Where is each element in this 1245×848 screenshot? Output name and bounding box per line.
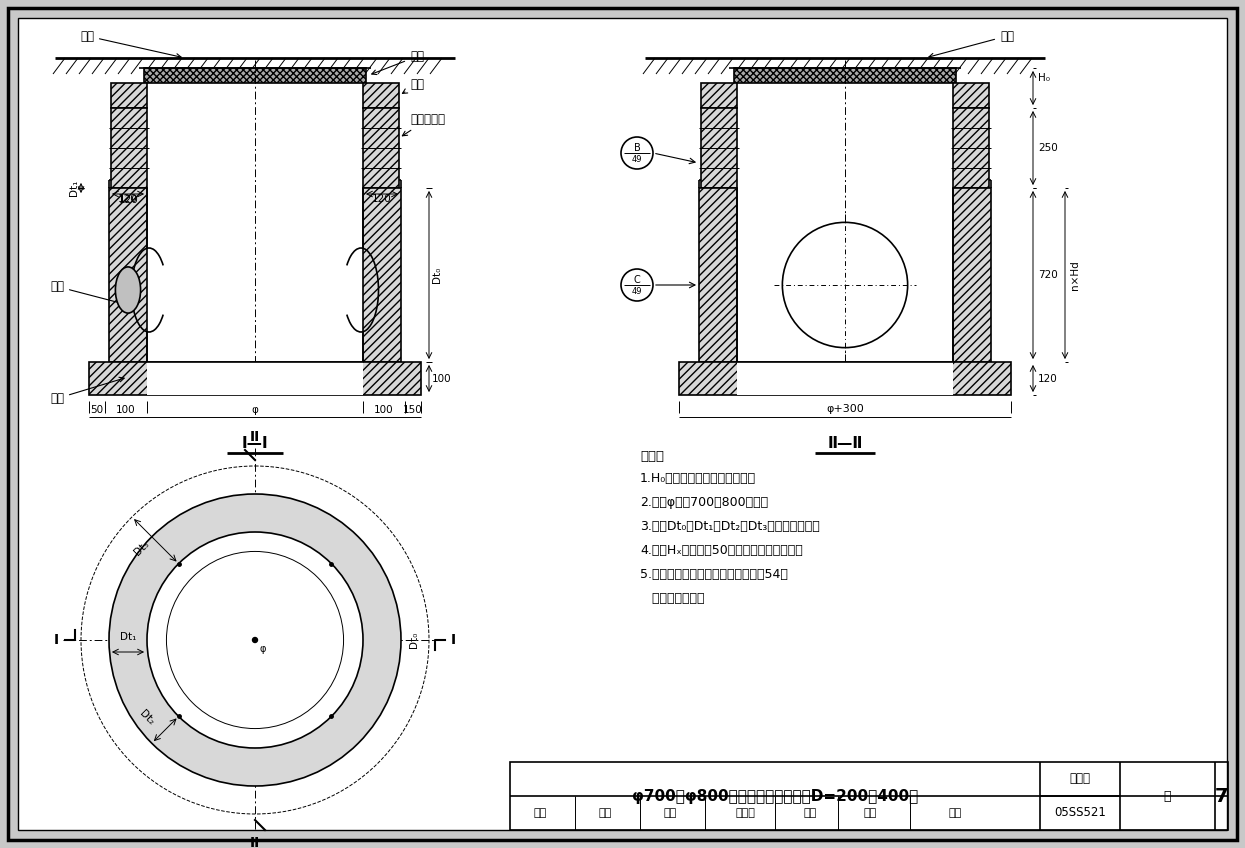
Text: 校对: 校对 [664,808,676,818]
Bar [952,188,991,362]
Bar [952,83,989,108]
Text: Dt₁: Dt₁ [120,632,136,642]
Text: 49: 49 [631,287,642,295]
Text: H₀: H₀ [1038,73,1050,83]
Ellipse shape [116,267,141,313]
Text: 120: 120 [372,194,392,204]
Text: 100: 100 [116,405,136,415]
Text: 设计: 设计 [803,808,817,818]
Text: 井室: 井室 [50,280,124,305]
Text: Ⅰ—Ⅰ: Ⅰ—Ⅰ [242,436,269,450]
Text: 100: 100 [432,373,452,383]
Bar [364,188,401,362]
Bar [88,362,421,395]
Text: 5.预制构件均设置起吸环，位置见第54页: 5.预制构件均设置起吸环，位置见第54页 [640,568,788,581]
Circle shape [147,532,364,748]
Text: 2.图中φ値为700、800两种。: 2.图中φ値为700、800两种。 [640,496,768,509]
Text: B: B [634,143,640,153]
Text: 审核: 审核 [533,808,547,818]
Bar [364,83,398,108]
Bar [679,362,1011,395]
Bar [111,83,147,108]
Text: 阵矩: 阵矩 [949,808,961,818]
Text: 100: 100 [375,405,393,415]
Circle shape [621,137,652,169]
Text: 陈辉: 陈辉 [863,808,876,818]
Text: 150: 150 [403,405,423,415]
Text: 地面: 地面 [929,30,1013,58]
Text: Ⅱ—Ⅱ: Ⅱ—Ⅱ [828,436,863,450]
Bar [110,188,147,362]
Text: 井筒调节块: 井筒调节块 [402,113,444,136]
Text: 7: 7 [1215,786,1229,806]
Text: φ+300: φ+300 [827,404,864,414]
Text: φ: φ [259,644,265,654]
Text: 李林里: 李林里 [735,808,754,818]
Circle shape [782,222,908,348]
Text: 3.图中Dt₀、Dt₁、Dt₂、Dt₃为预留孔孔径。: 3.图中Dt₀、Dt₁、Dt₂、Dt₃为预留孔孔径。 [640,520,819,533]
Text: n×Hd: n×Hd [1069,260,1079,290]
Text: Dt₂: Dt₂ [138,709,157,727]
Text: 萧岩: 萧岩 [599,808,611,818]
Bar [735,68,956,83]
Text: 120: 120 [120,195,139,205]
Text: I: I [451,633,456,647]
Bar [147,188,364,362]
Bar [144,68,366,83]
Text: 49: 49 [631,154,642,164]
Bar [701,108,737,188]
Text: 1.H₀根据设计选用的井盖确定。: 1.H₀根据设计选用的井盖确定。 [640,472,756,485]
Text: 图集号: 图集号 [1069,773,1091,785]
Circle shape [621,269,652,301]
Text: φ: φ [251,405,259,415]
Bar [111,108,147,188]
Bar [701,83,737,108]
Text: 说明：: 说明： [640,450,664,463]
Bar [510,762,1228,830]
Bar [364,108,398,188]
Text: 720: 720 [1038,270,1058,280]
Text: Dt₃: Dt₃ [132,539,151,558]
Text: 井圈: 井圈 [402,78,425,93]
Text: Dt₀: Dt₀ [432,267,442,283]
Circle shape [253,638,258,643]
Circle shape [81,466,430,814]
Bar [147,362,364,395]
Text: II: II [250,430,260,444]
Text: 120: 120 [1038,373,1058,383]
Text: 120: 120 [118,194,138,204]
Text: 05SS521: 05SS521 [1055,806,1106,819]
Text: Dt₀: Dt₀ [410,632,420,648]
Text: 页: 页 [1164,789,1172,802]
Text: Dt₁: Dt₁ [68,180,78,196]
Text: 底板: 底板 [50,377,124,405]
Text: φ700、φ800圆形检查井装配图（D=200～400）: φ700、φ800圆形检查井装配图（D=200～400） [632,789,918,804]
Bar [698,188,737,362]
Text: 井盖: 井盖 [372,50,425,75]
Bar [737,362,952,395]
Text: 地面: 地面 [80,30,181,59]
Circle shape [110,494,401,786]
Text: 50: 50 [91,405,103,415]
Text: I: I [54,633,59,647]
Text: C: C [634,275,640,285]
Bar [952,108,989,188]
Bar [737,188,952,362]
Text: 4.图中Hₓ尺寸见第50页井筒及井圆配答图。: 4.图中Hₓ尺寸见第50页井筒及井圆配答图。 [640,544,803,557]
Circle shape [167,551,344,728]
Text: 250: 250 [1038,143,1058,153]
Text: 起吸环安装图。: 起吸环安装图。 [640,592,705,605]
Text: II: II [250,836,260,848]
